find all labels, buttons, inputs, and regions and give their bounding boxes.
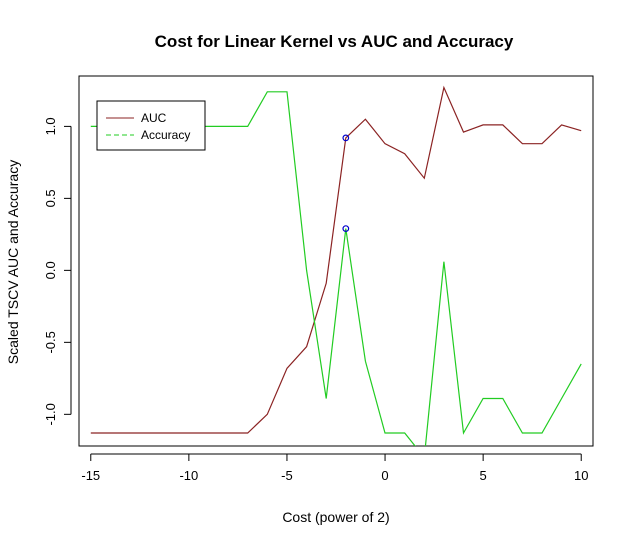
x-tick-label: 5 (480, 468, 487, 483)
x-axis-label: Cost (power of 2) (282, 509, 389, 525)
y-axis: -1.0 -0.5 0.0 0.5 1.0 (43, 117, 72, 426)
y-axis-label: Scaled TSCV AUC and Accuracy (5, 160, 21, 364)
x-tick-label: -15 (81, 468, 100, 483)
series-line-auc (90, 85, 582, 434)
highlight-point (342, 225, 350, 233)
x-tick-label: 0 (381, 468, 388, 483)
y-tick-label: -1.0 (43, 403, 58, 425)
y-tick-label: 0.0 (43, 261, 58, 279)
chart-title: Cost for Linear Kernel vs AUC and Accura… (155, 32, 514, 51)
highlight-point (342, 134, 350, 142)
highlight-points (342, 134, 350, 233)
x-axis: -15 -10 -5 0 5 10 (81, 453, 588, 483)
y-tick-label: 0.5 (43, 189, 58, 207)
y-tick-label: 1.0 (43, 117, 58, 135)
legend-label-accuracy: Accuracy (141, 128, 190, 142)
legend-box (96, 100, 206, 151)
legend-label-auc: AUC (141, 111, 167, 125)
x-tick-label: -5 (281, 468, 293, 483)
y-tick-label: -0.5 (43, 331, 58, 353)
plot-frame (78, 75, 594, 447)
x-tick-label: -10 (179, 468, 198, 483)
x-tick-label: 10 (574, 468, 588, 483)
legend: AUC Accuracy (96, 100, 206, 151)
